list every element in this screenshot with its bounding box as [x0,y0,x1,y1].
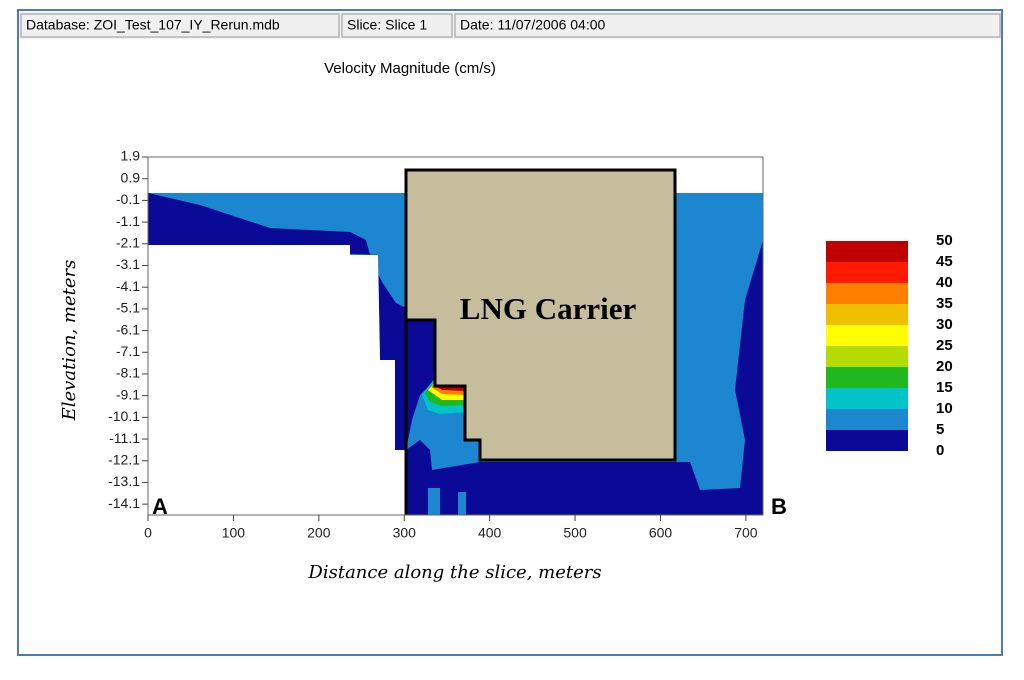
x-tick-label: 300 [393,525,417,541]
colorbar-band [826,325,908,346]
y-tick-label: -9.1 [116,386,140,402]
colorbar-band [826,283,908,304]
y-tick-label: -6.1 [116,321,140,337]
colorbar-label: 40 [936,274,953,291]
slice-field: Slice: Slice 1 [347,17,427,33]
y-tick-label: -3.1 [116,256,140,272]
y-tick-label: -10.1 [108,408,140,424]
colorbar-label: 10 [936,400,953,417]
x-axis-label: Distance along the slice, meters [307,562,601,583]
y-axis-label: Elevation, meters [59,260,80,422]
contour-band [428,488,440,515]
colorbar-label: 0 [936,442,944,459]
colorbar-band [826,241,908,262]
contour-band [458,492,466,515]
plot-frame [147,156,764,516]
colorbar-label: 45 [936,253,953,270]
x-tick-label: 700 [734,525,758,541]
chart-title: Velocity Magnitude (cm/s) [324,60,496,77]
land [148,245,406,515]
colorbar-band [826,430,908,451]
status-box [20,13,340,38]
x-tick-label: 100 [222,525,246,541]
y-tick-label: -11.1 [109,430,140,446]
y-tick-label: -1.1 [116,213,140,229]
x-tick-label: 600 [649,525,673,541]
colorbar-label: 20 [936,358,953,375]
colorbar-label: 15 [936,379,953,396]
colorbar-band [826,262,908,283]
contour-band [406,240,763,515]
y-tick-label: -4.1 [116,278,140,294]
y-tick-label: -2.1 [116,234,140,250]
date-field: Date: 11/07/2006 04:00 [460,17,606,33]
y-tick-label: -14.1 [108,495,140,511]
status-box [454,13,1001,38]
contour-field [148,168,763,515]
colorbar-band [826,304,908,325]
colorbar-label: 30 [936,316,953,333]
y-tick-label: -12.1 [108,451,140,467]
y-tick-label: -7.1 [116,343,140,359]
colorbar-band [826,409,908,430]
contour-band [406,320,435,450]
x-tick-label: 0 [144,525,152,541]
x-tick-label: 500 [563,525,587,541]
y-tick-label: 0.9 [121,169,141,185]
colorbar-label: 25 [936,337,953,354]
y-tick-label: -0.1 [116,191,140,207]
y-tick-label: 1.9 [121,148,141,164]
vessel-label: LNG Carrier [460,291,637,326]
x-tick-label: 200 [307,525,331,541]
y-tick-label: -5.1 [116,300,140,316]
point-label: A [152,494,168,519]
colorbar-label: 50 [936,232,953,249]
colorbar-label: 35 [936,295,953,312]
vessel-hull [404,168,677,462]
contour-band [148,193,406,450]
point-label: B [771,494,787,519]
colorbar-label: 5 [936,421,944,438]
y-tick-label: -13.1 [108,473,140,489]
y-tick-label: -8.1 [116,365,140,381]
colorbar-band [826,367,908,388]
database-field: Database: ZOI_Test_107_IY_Rerun.mdb [26,17,280,33]
colorbar-band [826,346,908,367]
status-box [341,13,453,38]
colorbar-band [826,388,908,409]
x-tick-label: 400 [478,525,502,541]
